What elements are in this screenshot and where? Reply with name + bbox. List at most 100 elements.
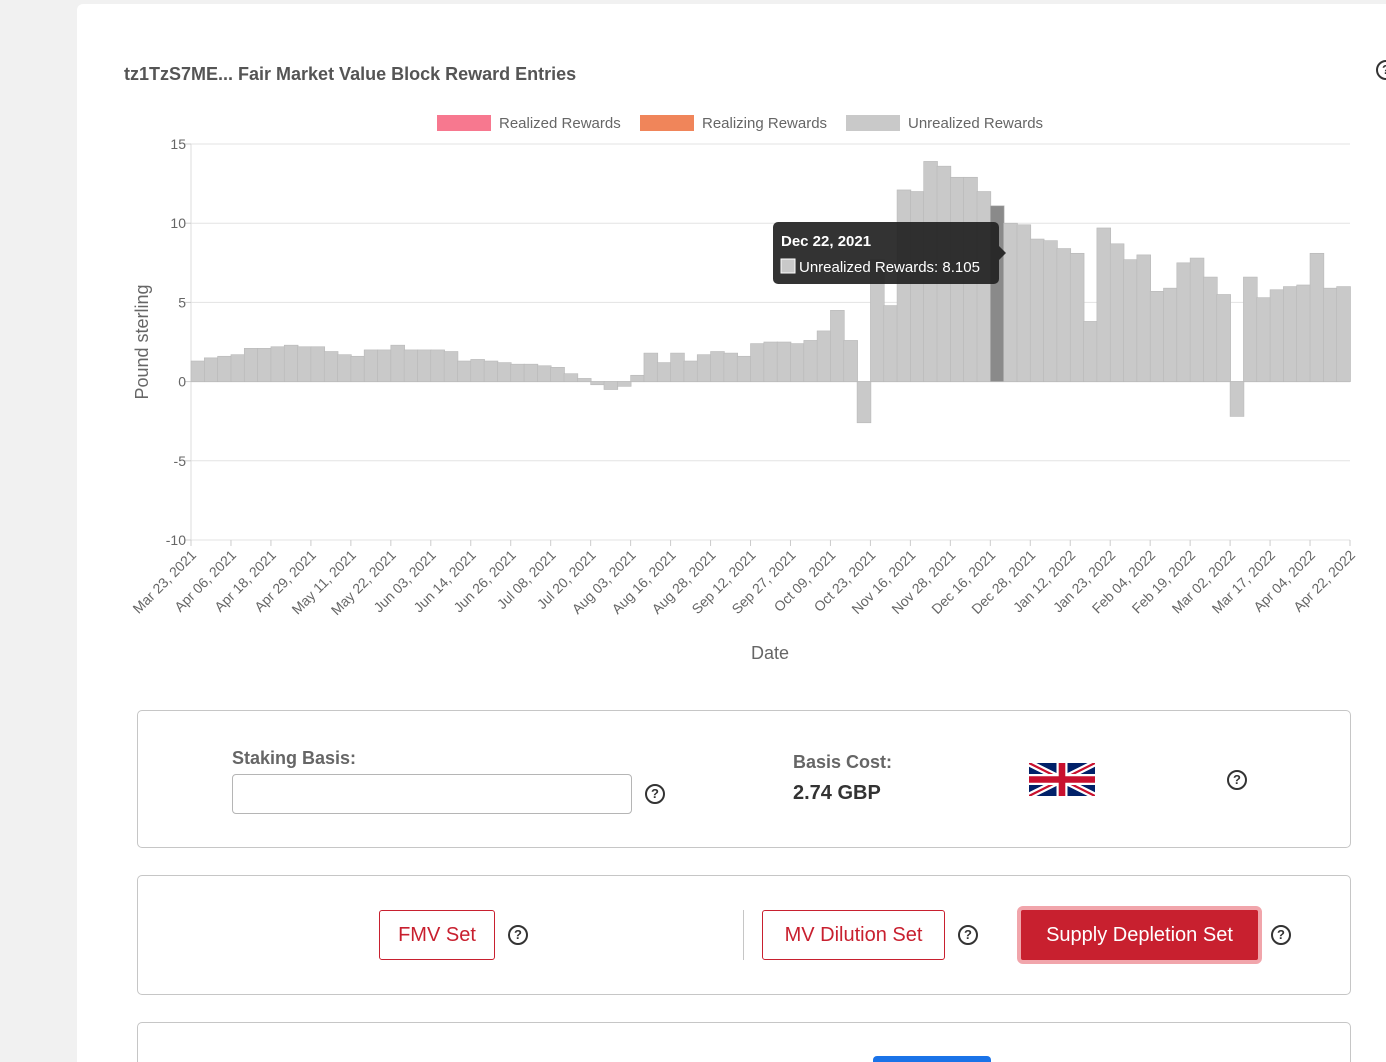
bar[interactable]: [470, 359, 485, 382]
bar[interactable]: [1069, 252, 1085, 382]
bar[interactable]: [297, 346, 312, 382]
fmv-set-button[interactable]: FMV Set: [379, 910, 495, 960]
bar[interactable]: [1123, 259, 1138, 382]
bar[interactable]: [390, 344, 405, 382]
bar[interactable]: [1029, 238, 1045, 382]
bar[interactable]: [403, 349, 419, 382]
bar[interactable]: [283, 344, 299, 382]
bar[interactable]: [1176, 262, 1191, 382]
bar[interactable]: [843, 340, 858, 382]
bar[interactable]: [763, 341, 778, 382]
bar[interactable]: [1309, 252, 1325, 382]
legend-swatch[interactable]: [640, 115, 694, 131]
bar[interactable]: [563, 373, 579, 382]
bar[interactable]: [656, 362, 672, 382]
bar[interactable]: [1269, 289, 1285, 382]
bar[interactable]: [270, 346, 286, 382]
bar[interactable]: [337, 354, 352, 382]
bar[interactable]: [523, 363, 539, 382]
bar[interactable]: [736, 355, 752, 382]
bar[interactable]: [803, 340, 818, 382]
bar[interactable]: [1296, 284, 1311, 382]
bar[interactable]: [1043, 240, 1058, 382]
bar[interactable]: [590, 381, 605, 386]
bar[interactable]: [750, 343, 765, 382]
bar[interactable]: [670, 352, 685, 382]
bar[interactable]: [1096, 227, 1112, 382]
bar[interactable]: [1056, 248, 1072, 382]
bar[interactable]: [310, 346, 326, 382]
bar[interactable]: [230, 354, 246, 382]
bar[interactable]: [776, 341, 792, 382]
bar[interactable]: [910, 191, 925, 382]
bar[interactable]: [1003, 222, 1018, 382]
bar[interactable]: [696, 354, 712, 382]
bar[interactable]: [1256, 297, 1271, 382]
bar[interactable]: [790, 343, 805, 382]
bar[interactable]: [603, 381, 619, 390]
bar[interactable]: [350, 355, 365, 382]
bar[interactable]: [430, 349, 445, 382]
bar[interactable]: [896, 189, 912, 382]
basis-cost-help-icon[interactable]: ?: [1227, 770, 1247, 790]
bar[interactable]: [243, 348, 259, 382]
bar[interactable]: [1229, 381, 1245, 417]
bar[interactable]: [1203, 276, 1218, 382]
legend-label[interactable]: Realizing Rewards: [702, 115, 827, 132]
bar[interactable]: [1083, 321, 1098, 382]
supply-depletion-help-icon[interactable]: ?: [1271, 925, 1291, 945]
bar[interactable]: [1136, 254, 1151, 382]
bottom-action-button[interactable]: [873, 1056, 991, 1062]
legend-swatch[interactable]: [846, 115, 900, 131]
mv-dilution-help-icon[interactable]: ?: [958, 925, 978, 945]
bar[interactable]: [710, 351, 725, 382]
mv-dilution-set-button[interactable]: MV Dilution Set: [762, 910, 945, 960]
bar[interactable]: [1163, 287, 1178, 382]
staking-help-icon[interactable]: ?: [645, 784, 665, 804]
bar[interactable]: [537, 365, 552, 382]
bar[interactable]: [976, 191, 992, 382]
bar[interactable]: [630, 374, 645, 382]
bar[interactable]: [204, 357, 219, 382]
bar[interactable]: [497, 362, 512, 382]
bar[interactable]: [883, 305, 898, 382]
bar[interactable]: [1109, 243, 1125, 382]
bar[interactable]: [1336, 286, 1351, 382]
bar[interactable]: [257, 348, 272, 382]
bar[interactable]: [577, 378, 592, 382]
staking-basis-input[interactable]: [232, 774, 632, 814]
bar[interactable]: [323, 351, 339, 382]
bar[interactable]: [1283, 286, 1298, 382]
legend-swatch[interactable]: [437, 115, 491, 131]
bar[interactable]: [1149, 291, 1165, 382]
bar[interactable]: [1189, 257, 1205, 382]
bar[interactable]: [363, 349, 379, 382]
bar[interactable]: [443, 351, 459, 382]
bar[interactable]: [483, 360, 499, 382]
bar[interactable]: [1016, 224, 1032, 382]
help-icon[interactable]: ?: [1376, 60, 1386, 80]
bar[interactable]: [417, 349, 432, 382]
bar[interactable]: [616, 381, 632, 387]
bar[interactable]: [550, 367, 565, 382]
bar[interactable]: [830, 310, 845, 382]
supply-depletion-set-button[interactable]: Supply Depletion Set: [1017, 906, 1262, 964]
legend-label[interactable]: Realized Rewards: [499, 115, 621, 132]
bar[interactable]: [723, 352, 738, 382]
bar[interactable]: [816, 330, 832, 382]
fmv-help-icon[interactable]: ?: [508, 925, 528, 945]
bar[interactable]: [457, 360, 472, 382]
bar[interactable]: [190, 360, 206, 382]
bar[interactable]: [643, 352, 659, 382]
bar[interactable]: [1243, 276, 1258, 382]
chart-legend: Realized Rewards Realizing Rewards Unreali…: [437, 115, 1043, 132]
bar[interactable]: [683, 360, 699, 382]
bar[interactable]: [510, 363, 525, 382]
bar[interactable]: [1323, 287, 1338, 382]
bar[interactable]: [1216, 294, 1231, 382]
bar[interactable]: [856, 381, 872, 424]
bar[interactable]: [377, 349, 392, 382]
legend-label[interactable]: Unrealized Rewards: [908, 115, 1043, 132]
bar[interactable]: [217, 355, 232, 382]
uk-flag-icon[interactable]: [1029, 763, 1095, 796]
